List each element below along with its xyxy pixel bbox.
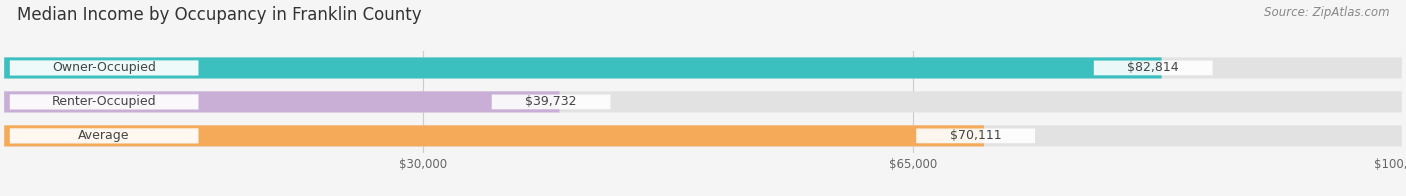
Text: Renter-Occupied: Renter-Occupied (52, 95, 156, 108)
FancyBboxPatch shape (4, 91, 1402, 113)
Text: Owner-Occupied: Owner-Occupied (52, 62, 156, 74)
Text: Source: ZipAtlas.com: Source: ZipAtlas.com (1264, 6, 1389, 19)
FancyBboxPatch shape (4, 125, 984, 146)
Text: Average: Average (79, 129, 129, 142)
Text: $39,732: $39,732 (526, 95, 576, 108)
FancyBboxPatch shape (4, 57, 1161, 78)
Text: $82,814: $82,814 (1128, 62, 1180, 74)
FancyBboxPatch shape (4, 125, 1402, 146)
FancyBboxPatch shape (10, 128, 198, 143)
FancyBboxPatch shape (4, 57, 1402, 78)
FancyBboxPatch shape (917, 129, 1035, 143)
FancyBboxPatch shape (1094, 61, 1212, 75)
FancyBboxPatch shape (4, 91, 560, 113)
Text: Median Income by Occupancy in Franklin County: Median Income by Occupancy in Franklin C… (17, 6, 422, 24)
Text: $70,111: $70,111 (950, 129, 1001, 142)
FancyBboxPatch shape (10, 60, 198, 75)
FancyBboxPatch shape (10, 94, 198, 110)
FancyBboxPatch shape (492, 94, 610, 109)
